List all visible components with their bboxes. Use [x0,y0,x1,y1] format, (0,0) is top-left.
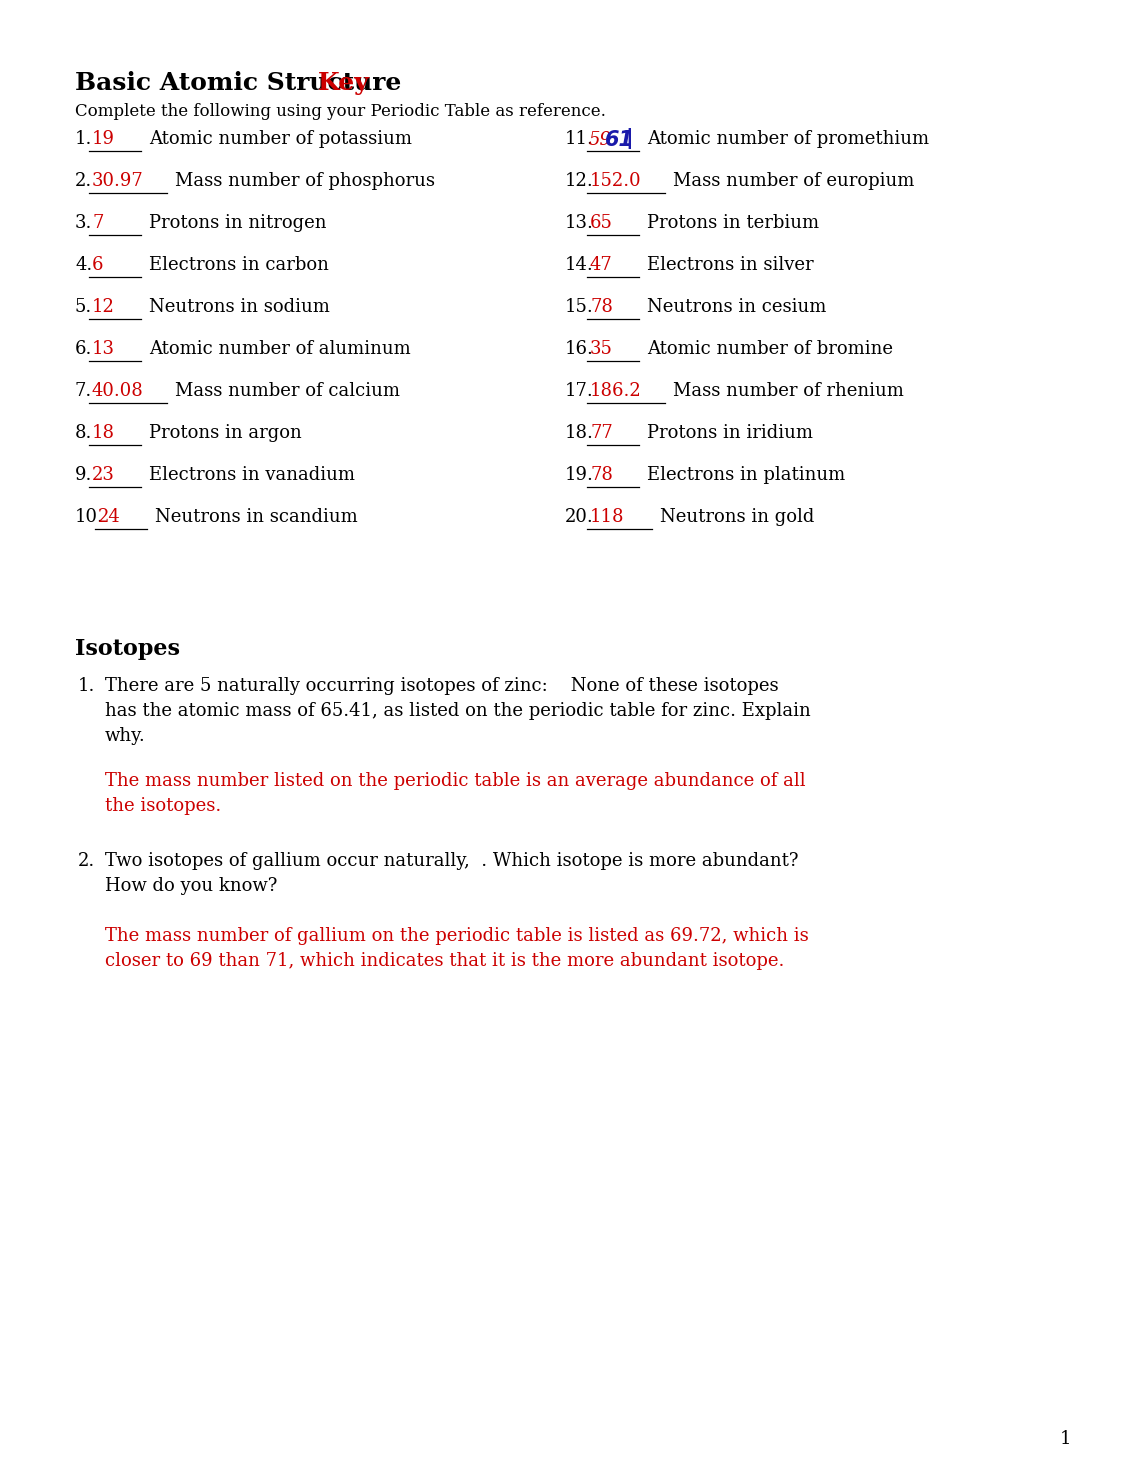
Text: Complete the following using your Periodic Table as reference.: Complete the following using your Period… [75,103,605,119]
Text: 6.: 6. [75,341,92,358]
Text: the isotopes.: the isotopes. [105,796,221,816]
Text: 78: 78 [591,298,613,316]
Text: Mass number of rhenium: Mass number of rhenium [673,382,904,400]
Text: 78: 78 [591,466,613,484]
Text: Protons in argon: Protons in argon [149,423,302,442]
Text: The mass number listed on the periodic table is an average abundance of all: The mass number listed on the periodic t… [105,771,806,791]
Text: 30.97: 30.97 [92,173,144,190]
Text: closer to 69 than 71, which indicates that it is the more abundant isotope.: closer to 69 than 71, which indicates th… [105,951,784,971]
Text: The mass number of gallium on the periodic table is listed as 69.72, which is: The mass number of gallium on the period… [105,926,808,945]
Text: 77: 77 [591,423,613,442]
Text: 18: 18 [92,423,115,442]
Text: Atomic number of aluminum: Atomic number of aluminum [149,341,410,358]
Text: 59: 59 [589,131,612,149]
Text: Neutrons in gold: Neutrons in gold [660,507,814,527]
Text: 13.: 13. [565,214,594,232]
Text: Atomic number of promethium: Atomic number of promethium [648,130,929,148]
Text: 5.: 5. [75,298,92,316]
Text: 65: 65 [591,214,613,232]
Text: 4.: 4. [75,257,92,274]
Text: 12.: 12. [565,173,594,190]
Text: 17.: 17. [565,382,594,400]
Text: 8.: 8. [75,423,92,442]
Text: 16.: 16. [565,341,594,358]
Text: Electrons in carbon: Electrons in carbon [149,257,328,274]
Text: How do you know?: How do you know? [105,878,277,895]
Text: 19.: 19. [565,466,594,484]
Text: There are 5 naturally occurring isotopes of zinc:    None of these isotopes: There are 5 naturally occurring isotopes… [105,677,779,695]
Text: 3.: 3. [75,214,92,232]
Text: Mass number of phosphorus: Mass number of phosphorus [176,173,435,190]
Text: 7.: 7. [75,382,92,400]
Text: 186.2: 186.2 [591,382,642,400]
Text: 61: 61 [605,130,634,150]
Text: 15.: 15. [565,298,594,316]
Text: 12: 12 [92,298,115,316]
Text: 24: 24 [98,507,121,527]
Text: 14.: 14. [565,257,594,274]
Text: 6: 6 [92,257,104,274]
Text: 7: 7 [92,214,104,232]
Text: 13: 13 [92,341,115,358]
Text: Atomic number of bromine: Atomic number of bromine [648,341,893,358]
Text: 1.: 1. [75,130,92,148]
Text: Isotopes: Isotopes [75,639,180,659]
Text: Neutrons in scandium: Neutrons in scandium [155,507,358,527]
Text: Atomic number of potassium: Atomic number of potassium [149,130,412,148]
Text: 47: 47 [591,257,613,274]
Text: Protons in iridium: Protons in iridium [648,423,813,442]
Text: Key: Key [318,71,369,94]
Text: Mass number of calcium: Mass number of calcium [176,382,400,400]
Text: why.: why. [105,727,146,745]
Text: Neutrons in sodium: Neutrons in sodium [149,298,329,316]
Text: 23: 23 [92,466,115,484]
Text: 118: 118 [591,507,625,527]
Text: Protons in terbium: Protons in terbium [648,214,820,232]
Text: 40.08: 40.08 [92,382,144,400]
Text: 9.: 9. [75,466,92,484]
Text: Basic Atomic Structure: Basic Atomic Structure [75,71,410,94]
Text: 18.: 18. [565,423,594,442]
Text: Neutrons in cesium: Neutrons in cesium [648,298,826,316]
Text: 1.: 1. [78,677,96,695]
Text: Mass number of europium: Mass number of europium [673,173,914,190]
Text: 152.0: 152.0 [591,173,642,190]
Text: 10.: 10. [75,507,104,527]
Text: Protons in nitrogen: Protons in nitrogen [149,214,326,232]
Text: Two isotopes of gallium occur naturally,  . Which isotope is more abundant?: Two isotopes of gallium occur naturally,… [105,853,798,870]
Text: |: | [625,128,633,149]
Text: 20.: 20. [565,507,594,527]
Text: 11.: 11. [565,130,594,148]
Text: Electrons in silver: Electrons in silver [648,257,814,274]
Text: has the atomic mass of 65.41, as listed on the periodic table for zinc. Explain: has the atomic mass of 65.41, as listed … [105,702,811,720]
Text: 2.: 2. [78,853,96,870]
Text: Electrons in platinum: Electrons in platinum [648,466,845,484]
Text: 19: 19 [92,130,115,148]
Text: 35: 35 [591,341,613,358]
Text: Electrons in vanadium: Electrons in vanadium [149,466,355,484]
Text: 2.: 2. [75,173,92,190]
Text: 1: 1 [1059,1429,1070,1448]
